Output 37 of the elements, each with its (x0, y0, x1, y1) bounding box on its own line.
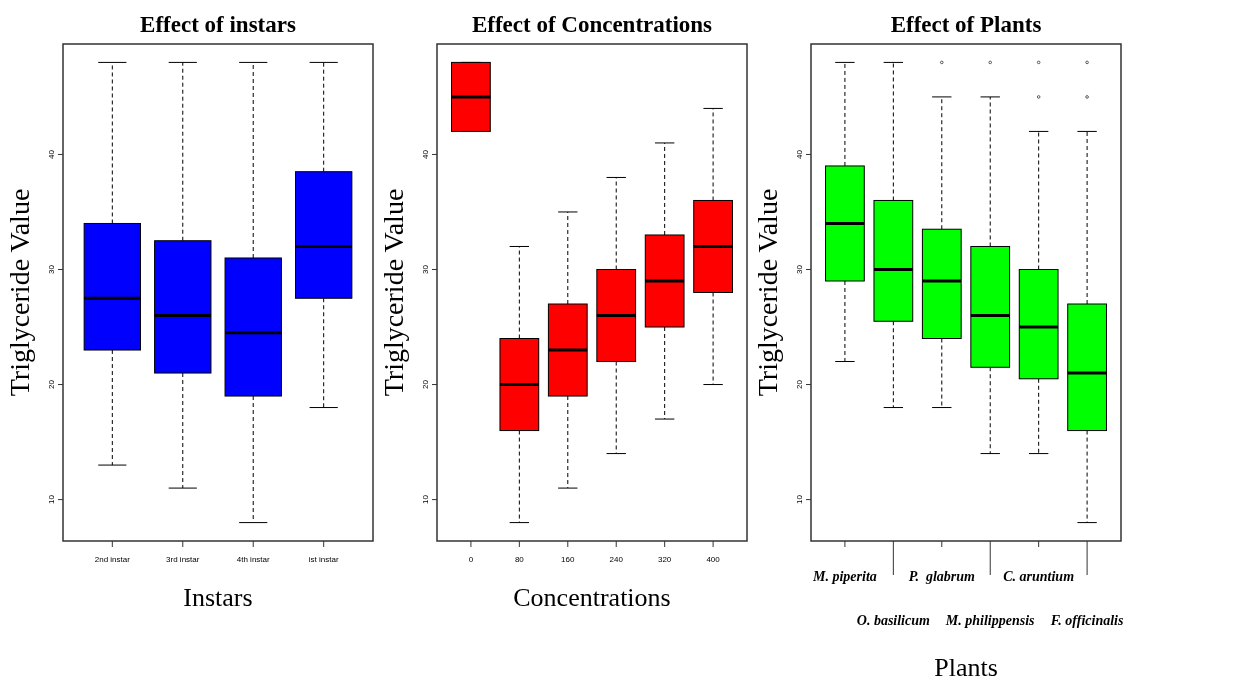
x-tick-label: 160 (561, 555, 575, 564)
y-axis-title: Triglyceride Value (4, 188, 35, 397)
x-tick-label: 80 (514, 555, 525, 564)
x-tick-label: M. philippensis (944, 613, 1036, 628)
chart-title: Effect of Plants (890, 12, 1042, 37)
x-tick-label: P. glabrum (908, 569, 976, 584)
y-tick-label: 40 (47, 149, 56, 159)
x-tick-label: M. piperita (812, 569, 877, 584)
x-tick-label: 2nd instar (94, 555, 131, 564)
y-tick-label: 20 (421, 379, 430, 389)
y-tick-label: 10 (795, 494, 804, 505)
chart-title: Effect of instars (140, 12, 296, 37)
x-tick-label: F. officinalis (1049, 613, 1124, 628)
y-tick-label: 40 (421, 149, 430, 159)
x-axis-title: Concentrations (513, 583, 671, 612)
x-tick-label: O. basilicum (856, 613, 931, 628)
y-tick-label: 30 (47, 264, 56, 274)
x-tick-label: 400 (706, 555, 721, 564)
x-tick-label: 320 (657, 555, 672, 564)
y-tick-label: 30 (795, 264, 804, 274)
y-tick-label: 10 (47, 494, 56, 505)
x-tick-label: C. aruntium (1003, 569, 1075, 584)
x-tick-label: 0 (468, 555, 474, 564)
y-axis-title: Triglyceride Value (378, 188, 409, 397)
x-axis-title: Plants (934, 653, 998, 682)
y-tick-label: 30 (421, 264, 430, 274)
x-tick-label: ist instar (308, 555, 339, 564)
x-axis-title: Instars (183, 583, 253, 612)
y-tick-label: 10 (421, 494, 430, 505)
x-tick-label: 240 (609, 555, 624, 564)
x-tick-label: 3rd instar (166, 555, 200, 564)
y-tick-label: 20 (47, 379, 56, 389)
x-tick-label: 4th instar (236, 555, 271, 564)
y-tick-label: 40 (795, 149, 804, 159)
chart-title: Effect of Concentrations (471, 12, 713, 37)
y-axis-title: Triglyceride Value (752, 188, 783, 397)
y-tick-label: 20 (795, 379, 804, 389)
